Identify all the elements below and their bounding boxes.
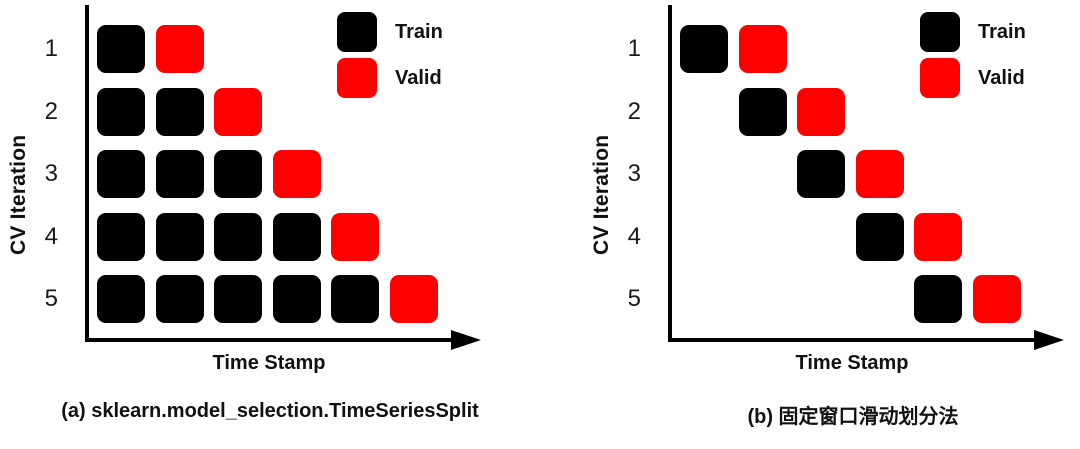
train-cell [155, 87, 204, 136]
y-axis-line [668, 5, 672, 342]
train-cell [331, 275, 379, 323]
valid-cell [855, 150, 904, 198]
legend-train-label: Train [395, 20, 443, 43]
train-cell [155, 275, 204, 323]
y-tick-label: 3 [44, 160, 58, 187]
valid-cell [797, 87, 845, 136]
x-axis-arrowhead-icon [451, 330, 481, 350]
valid-cell [272, 150, 321, 198]
y-tick-label: 2 [44, 97, 58, 125]
legend: Train Valid [920, 12, 1026, 98]
x-axis-arrowhead-icon [1034, 330, 1064, 350]
train-cell [914, 275, 962, 323]
valid-cell [155, 25, 204, 73]
y-tick-label: 3 [627, 160, 641, 187]
train-cell [155, 212, 204, 261]
train-cell [155, 150, 204, 198]
y-tick-label: 5 [44, 285, 58, 312]
valid-cell [214, 87, 262, 136]
train-cell [272, 212, 321, 261]
legend-train-swatch-icon [920, 12, 960, 52]
y-tick-label: 4 [627, 222, 641, 250]
x-axis-line [668, 338, 1036, 342]
valid-cell [914, 212, 962, 261]
train-cell [97, 150, 145, 198]
train-cell [97, 212, 145, 261]
legend-valid-swatch-icon [920, 58, 960, 98]
train-cell [97, 87, 145, 136]
train-cell [738, 87, 787, 136]
legend-train-label: Train [978, 20, 1026, 43]
x-axis-title: Time Stamp [212, 352, 326, 374]
legend-valid-label: Valid [978, 66, 1025, 89]
legend-valid-swatch-icon [337, 58, 377, 98]
y-axis-line [85, 5, 89, 342]
y-tick-label: 1 [627, 35, 641, 62]
train-cell [214, 150, 262, 198]
panel-caption: (b) 固定窗口滑动划分法 [747, 406, 959, 428]
valid-cell [738, 25, 787, 73]
valid-cell [389, 275, 438, 323]
train-cell [214, 275, 262, 323]
train-cell [214, 212, 262, 261]
legend-train-swatch-icon [337, 12, 377, 52]
x-axis-title: Time Stamp [795, 352, 909, 374]
train-cell [97, 25, 145, 73]
valid-cell [972, 275, 1021, 323]
legend: Train Valid [337, 12, 443, 98]
y-tick-label: 4 [44, 222, 58, 250]
y-tick-label: 2 [627, 97, 641, 125]
valid-cell [331, 212, 379, 261]
train-cell [855, 212, 904, 261]
y-tick-label: 1 [44, 35, 58, 62]
y-tick-label: 5 [627, 285, 641, 312]
train-cell [272, 275, 321, 323]
panel-caption: (a) sklearn.model_selection.TimeSeriesSp… [61, 400, 479, 422]
train-cell [97, 275, 145, 323]
legend-valid-label: Valid [395, 66, 442, 89]
x-axis-line [85, 338, 453, 342]
train-cell [797, 150, 845, 198]
train-cell [680, 25, 728, 73]
